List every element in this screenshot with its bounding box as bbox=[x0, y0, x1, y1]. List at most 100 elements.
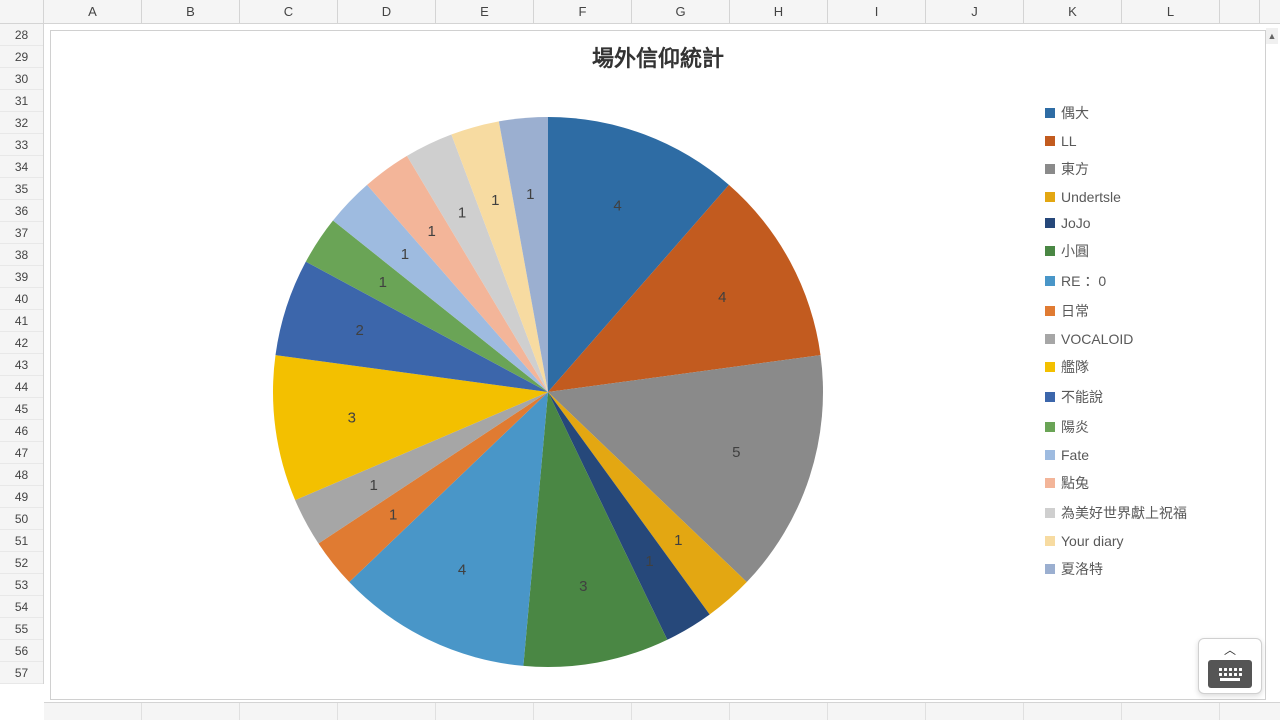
chart-container[interactable]: 場外信仰統計 44511341132111111 偶大LL東方Undertsle… bbox=[50, 30, 1266, 700]
row-header[interactable]: 48 bbox=[0, 464, 43, 486]
row-header[interactable]: 31 bbox=[0, 90, 43, 112]
legend-item[interactable]: 艦隊 bbox=[1045, 357, 1255, 377]
legend-item[interactable]: LL bbox=[1045, 133, 1255, 149]
legend-item[interactable]: Your diary bbox=[1045, 533, 1255, 549]
row-header[interactable]: 40 bbox=[0, 288, 43, 310]
legend-item[interactable]: 不能說 bbox=[1045, 387, 1255, 407]
pie-slice-label: 1 bbox=[379, 274, 387, 291]
legend-label: 陽炎 bbox=[1061, 417, 1089, 437]
legend-label: LL bbox=[1061, 133, 1077, 149]
column-header[interactable]: L bbox=[1122, 0, 1220, 23]
legend-item[interactable]: 陽炎 bbox=[1045, 417, 1255, 437]
chart-title: 場外信仰統計 bbox=[51, 31, 1265, 83]
pie-slice-label: 1 bbox=[458, 205, 466, 222]
legend-label: Undertsle bbox=[1061, 189, 1121, 205]
row-header[interactable]: 28 bbox=[0, 24, 43, 46]
legend-item[interactable]: 點兔 bbox=[1045, 473, 1255, 493]
pie-slice-label: 1 bbox=[645, 553, 653, 570]
legend-item[interactable]: 夏洛特 bbox=[1045, 559, 1255, 579]
row-header[interactable]: 50 bbox=[0, 508, 43, 530]
legend-item[interactable]: 日常 bbox=[1045, 301, 1255, 321]
legend-label: 艦隊 bbox=[1061, 357, 1089, 377]
row-header[interactable]: 49 bbox=[0, 486, 43, 508]
pie-slice-label: 1 bbox=[491, 192, 499, 209]
bottom-cell bbox=[730, 703, 828, 720]
pie-slice-label: 2 bbox=[356, 322, 364, 339]
row-header[interactable]: 57 bbox=[0, 662, 43, 684]
legend-item[interactable]: Undertsle bbox=[1045, 189, 1255, 205]
legend-swatch bbox=[1045, 192, 1055, 202]
row-header[interactable]: 38 bbox=[0, 244, 43, 266]
column-header[interactable]: C bbox=[240, 0, 338, 23]
spreadsheet-grid: ABCDEFGHIJKL 282930313233343536373839404… bbox=[0, 0, 1280, 720]
legend-item[interactable]: 為美好世界獻上祝福 bbox=[1045, 503, 1255, 523]
row-header[interactable]: 45 bbox=[0, 398, 43, 420]
row-header[interactable]: 42 bbox=[0, 332, 43, 354]
legend-item[interactable]: 小圓 bbox=[1045, 241, 1255, 261]
column-header[interactable]: K bbox=[1024, 0, 1122, 23]
keyboard-toggle-widget[interactable]: ︿ bbox=[1198, 638, 1262, 694]
row-header[interactable]: 51 bbox=[0, 530, 43, 552]
row-headers: 2829303132333435363738394041424344454647… bbox=[0, 24, 44, 684]
column-header[interactable]: D bbox=[338, 0, 436, 23]
row-header[interactable]: 34 bbox=[0, 156, 43, 178]
keyboard-icon bbox=[1208, 660, 1252, 688]
legend-swatch bbox=[1045, 564, 1055, 574]
column-header[interactable]: A bbox=[44, 0, 142, 23]
column-header[interactable]: F bbox=[534, 0, 632, 23]
pie-slice-label: 4 bbox=[718, 289, 726, 306]
legend-item[interactable]: Fate bbox=[1045, 447, 1255, 463]
row-header[interactable]: 35 bbox=[0, 178, 43, 200]
scroll-up-button[interactable]: ▲ bbox=[1266, 28, 1278, 44]
legend-swatch bbox=[1045, 218, 1055, 228]
row-header[interactable]: 32 bbox=[0, 112, 43, 134]
row-header[interactable]: 29 bbox=[0, 46, 43, 68]
bottom-cell bbox=[534, 703, 632, 720]
row-header[interactable]: 41 bbox=[0, 310, 43, 332]
row-header[interactable]: 47 bbox=[0, 442, 43, 464]
legend-item[interactable]: RE ：0 bbox=[1045, 271, 1255, 291]
pie-slice-label: 1 bbox=[389, 506, 397, 523]
sheet-tab-bar[interactable] bbox=[44, 702, 1280, 720]
row-header[interactable]: 44 bbox=[0, 376, 43, 398]
row-header[interactable]: 53 bbox=[0, 574, 43, 596]
legend-swatch bbox=[1045, 108, 1055, 118]
legend-item[interactable]: 東方 bbox=[1045, 159, 1255, 179]
legend-swatch bbox=[1045, 478, 1055, 488]
bottom-cell bbox=[1024, 703, 1122, 720]
row-header[interactable]: 52 bbox=[0, 552, 43, 574]
column-header[interactable]: I bbox=[828, 0, 926, 23]
row-header[interactable]: 55 bbox=[0, 618, 43, 640]
row-header[interactable]: 30 bbox=[0, 68, 43, 90]
legend-label: 偶大 bbox=[1061, 103, 1089, 123]
column-header[interactable]: H bbox=[730, 0, 828, 23]
legend-label: 夏洛特 bbox=[1061, 559, 1103, 579]
row-header[interactable]: 43 bbox=[0, 354, 43, 376]
column-header[interactable] bbox=[1220, 0, 1260, 23]
row-header[interactable]: 39 bbox=[0, 266, 43, 288]
legend-swatch bbox=[1045, 450, 1055, 460]
column-header[interactable]: J bbox=[926, 0, 1024, 23]
column-header[interactable]: E bbox=[436, 0, 534, 23]
row-header[interactable]: 46 bbox=[0, 420, 43, 442]
legend-swatch bbox=[1045, 246, 1055, 256]
row-header[interactable]: 56 bbox=[0, 640, 43, 662]
pie-container: 44511341132111111 bbox=[51, 83, 1045, 701]
column-header[interactable]: B bbox=[142, 0, 240, 23]
legend-item[interactable]: JoJo bbox=[1045, 215, 1255, 231]
row-header[interactable]: 54 bbox=[0, 596, 43, 618]
chevron-up-icon: ︿ bbox=[1224, 644, 1236, 656]
row-header[interactable]: 33 bbox=[0, 134, 43, 156]
column-header[interactable]: G bbox=[632, 0, 730, 23]
legend-label: VOCALOID bbox=[1061, 331, 1133, 347]
legend-item[interactable]: VOCALOID bbox=[1045, 331, 1255, 347]
bottom-cell bbox=[142, 703, 240, 720]
row-header[interactable]: 36 bbox=[0, 200, 43, 222]
legend-item[interactable]: 偶大 bbox=[1045, 103, 1255, 123]
select-all-corner[interactable] bbox=[0, 0, 44, 23]
legend-label: 不能說 bbox=[1061, 387, 1103, 407]
bottom-cell bbox=[926, 703, 1024, 720]
row-header[interactable]: 37 bbox=[0, 222, 43, 244]
pie-chart: 44511341132111111 bbox=[268, 112, 828, 672]
bottom-cell bbox=[240, 703, 338, 720]
